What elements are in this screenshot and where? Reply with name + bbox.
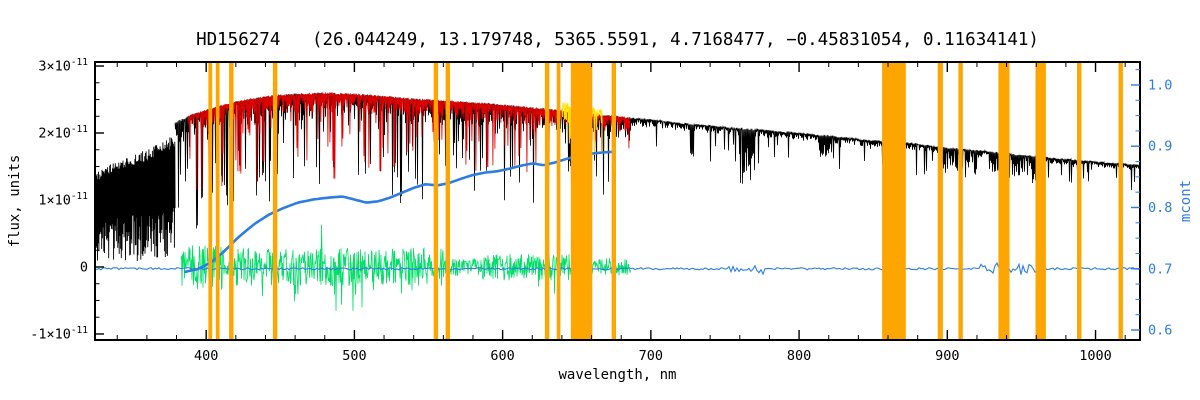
- mask-band: [544, 62, 550, 340]
- svg-text:0.6: 0.6: [1148, 323, 1172, 339]
- x-tick-labels: 400 500 600 700 800 900 1000: [194, 348, 1112, 364]
- mask-band: [556, 62, 561, 340]
- svg-text:1.0: 1.0: [1148, 77, 1172, 93]
- mask-band: [215, 62, 220, 340]
- mask-band: [433, 62, 439, 340]
- plot-title: HD156274 (26.044249, 13.179748, 5365.559…: [196, 30, 1039, 50]
- mask-band: [882, 62, 906, 340]
- svg-text:2×10-11: 2×10-11: [38, 124, 88, 142]
- svg-text:1000: 1000: [1079, 348, 1112, 364]
- y-right-ticks: [1131, 84, 1140, 331]
- mask-band: [208, 62, 213, 340]
- svg-text:800: 800: [787, 348, 811, 364]
- svg-text:-1×10-11: -1×10-11: [30, 325, 88, 343]
- series-layer: [95, 92, 1140, 311]
- mask-band: [937, 62, 943, 340]
- mask-band: [272, 62, 278, 340]
- model-spectrum: [188, 92, 631, 190]
- y-left-ticks: [95, 65, 104, 335]
- x-minor-ticks: [116, 62, 1126, 340]
- svg-text:700: 700: [639, 348, 663, 364]
- svg-text:400: 400: [194, 348, 218, 364]
- svg-text:0.9: 0.9: [1148, 139, 1172, 155]
- mcont-curve: [184, 150, 616, 274]
- mask-band: [445, 62, 450, 340]
- mcont-baseline: [95, 262, 1140, 276]
- mask-bands: [208, 62, 1123, 340]
- svg-text:0.8: 0.8: [1148, 200, 1172, 216]
- x-axis-label: wavelength, nm: [558, 367, 677, 383]
- mask-band: [1118, 62, 1123, 340]
- x-ticks: [205, 62, 1097, 340]
- y-left-tick-labels: -1×10-11 0 1×10-11 2×10-11 3×10-11: [30, 57, 88, 342]
- svg-text:500: 500: [342, 348, 366, 364]
- residual-trace: [180, 224, 631, 311]
- svg-text:900: 900: [935, 348, 959, 364]
- uv-spectrum-block: [95, 137, 176, 262]
- plot-border: [94, 61, 1141, 341]
- mask-band: [958, 62, 963, 340]
- y-left-minor-ticks: [95, 82, 100, 318]
- observed-spectrum: [174, 92, 1140, 229]
- mask-band: [1077, 62, 1082, 340]
- mask-band: [998, 62, 1010, 340]
- mask-band: [229, 62, 234, 340]
- svg-text:0: 0: [80, 259, 88, 275]
- y-right-minor-ticks: [1135, 69, 1140, 316]
- mask-band: [1035, 62, 1046, 340]
- svg-text:3×10-11: 3×10-11: [38, 57, 88, 75]
- svg-text:600: 600: [490, 348, 514, 364]
- y-right-tick-labels: 0.6 0.7 0.8 0.9 1.0: [1148, 77, 1172, 338]
- mask-band: [611, 62, 616, 340]
- svg-text:0.7: 0.7: [1148, 261, 1172, 277]
- svg-text:1×10-11: 1×10-11: [38, 191, 88, 209]
- mask-band: [570, 62, 593, 340]
